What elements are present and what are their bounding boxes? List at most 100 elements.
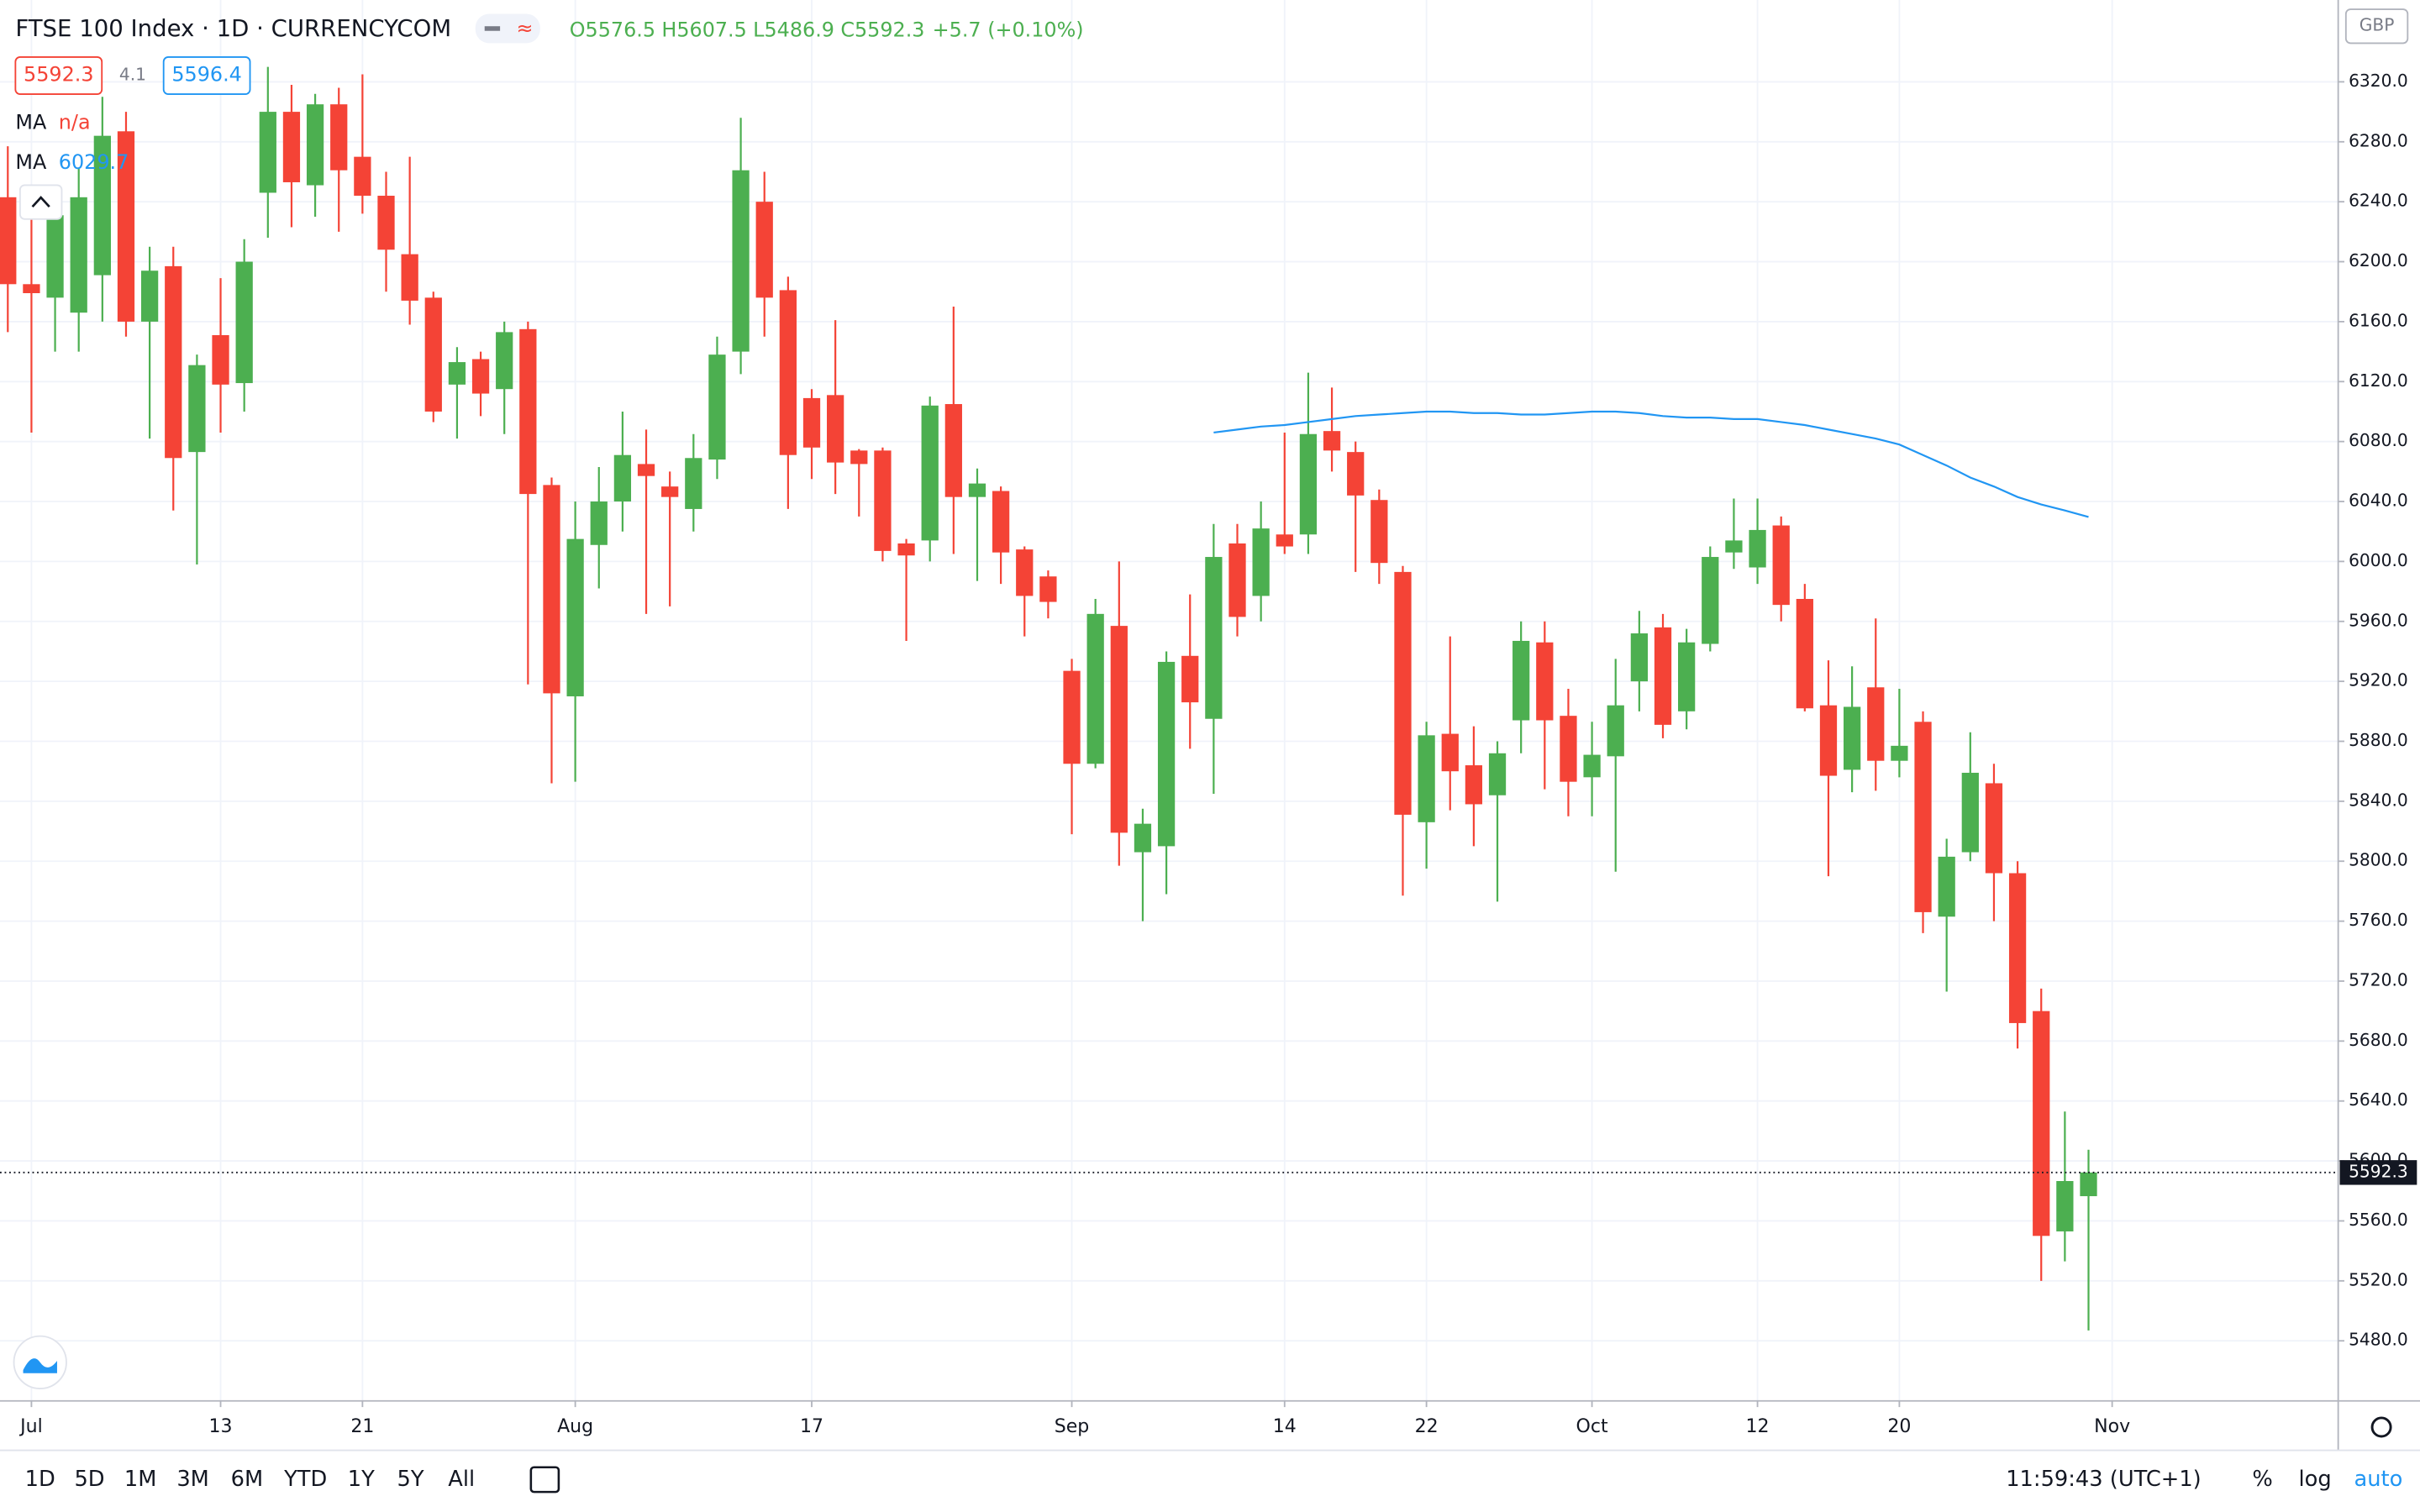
range-button[interactable]: 1D (25, 1467, 55, 1492)
candle-body (968, 483, 986, 497)
icon (23, 1358, 57, 1373)
range-button[interactable]: 1Y (348, 1467, 375, 1492)
candle-body (1418, 735, 1435, 822)
buy-button[interactable] (162, 56, 251, 95)
date-range-button[interactable] (529, 1466, 560, 1494)
candle-body (259, 112, 276, 193)
indicator-value: 6029.7 (59, 150, 129, 174)
percent-toggle[interactable]: % (2252, 1467, 2272, 1492)
candle-body (1702, 557, 1719, 644)
currency-box (2344, 8, 2409, 45)
candle-body (637, 464, 655, 476)
x-tick-label: 14 (1273, 1416, 1297, 1437)
toolbar: 1D 5D 1M 3M 6M YTD 1Y 5Y All (25, 1467, 475, 1492)
y-tick-label: 5680.0 (2349, 1030, 2408, 1050)
candle-body (117, 131, 135, 322)
candle-body (282, 112, 301, 182)
collapse-button[interactable] (18, 184, 63, 220)
candle-body (1985, 783, 2003, 874)
auto-toggle[interactable]: auto (2354, 1467, 2402, 1492)
candle-body (140, 270, 159, 322)
candle-body (330, 104, 348, 171)
close-value: 5592.3 (855, 18, 925, 41)
candle-body (992, 491, 1010, 553)
price-tag-label: 5592.3 (2349, 1161, 2408, 1181)
y-tick-label: 5560.0 (2349, 1210, 2408, 1230)
ohlc-legend: O5576.5 H5607.5 L5486.9 C5592.3 +5.7 (+0.10%… (570, 18, 1084, 41)
plot (0, 66, 2338, 1331)
sell-button[interactable] (14, 56, 103, 95)
candle-body (1063, 670, 1081, 764)
candle-body (661, 486, 679, 497)
range-button[interactable]: 3M (176, 1467, 209, 1492)
log-toggle[interactable]: log (2299, 1467, 2332, 1492)
range-button[interactable]: 5D (74, 1467, 104, 1492)
candle-body (1086, 613, 1104, 764)
candle-body (566, 538, 584, 696)
range-button[interactable]: 5Y (397, 1467, 424, 1492)
candle-body (1299, 433, 1318, 535)
candle-body (424, 297, 442, 412)
range-button[interactable]: YTD (283, 1467, 327, 1492)
settings-button[interactable] (2370, 1416, 2392, 1438)
candle-body (2008, 873, 2027, 1023)
label: H (661, 18, 676, 41)
candle-body (496, 332, 513, 390)
candle-body (23, 284, 40, 294)
candle-body (732, 170, 750, 352)
candle-body (401, 254, 418, 301)
x-tick-label: Sep (1055, 1416, 1090, 1437)
change: +5.7 (+0.10%) (933, 18, 1084, 41)
candle-body (897, 543, 915, 556)
candle-body (1512, 640, 1530, 721)
candle-body (1961, 772, 1979, 853)
chart-title: FTSE 100 Index · 1D · CURRENCYCOM (15, 15, 451, 42)
x-tick-label: 22 (1415, 1416, 1439, 1437)
candle-body (827, 395, 844, 463)
icon: ≈ (516, 16, 533, 39)
candle-body (1678, 642, 1696, 711)
candle-body (1016, 549, 1034, 596)
y-tick-label: 5760.0 (2349, 910, 2408, 930)
candle-body (1039, 576, 1057, 602)
candle-body (850, 450, 868, 465)
buy-price: 5596.4 (171, 63, 242, 87)
candle-body (1205, 557, 1223, 719)
open-value: 5576.5 (586, 18, 656, 41)
y-tick-label: 5520.0 (2349, 1269, 2408, 1289)
candle-body (1441, 733, 1459, 772)
candle-body (377, 196, 395, 250)
candle-body (921, 405, 939, 541)
y-tick-label: 5720.0 (2349, 969, 2408, 990)
candle-body (1607, 705, 1624, 757)
candle-body (212, 334, 229, 385)
candle-body (1914, 722, 1932, 912)
legend-toggle[interactable] (475, 13, 540, 44)
y-tick-label: 5640.0 (2349, 1089, 2408, 1110)
indicator-name: MA (15, 110, 47, 134)
x-tick-label: 21 (350, 1416, 374, 1437)
range-button[interactable]: 6M (231, 1467, 264, 1492)
candle-body (613, 454, 632, 502)
candle-body (1536, 642, 1554, 721)
candle-body (1843, 706, 1861, 770)
candle-body (1891, 745, 1908, 761)
candle-body (1370, 500, 1388, 564)
candle-body (1488, 753, 1507, 795)
range-button[interactable]: All (448, 1467, 475, 1492)
y-tick-label: 6320.0 (2349, 71, 2408, 91)
y-tick-label: 6080.0 (2349, 430, 2408, 450)
candle-body (944, 404, 962, 497)
candle-body (471, 359, 490, 394)
candle-body (354, 156, 371, 197)
y-tick-label: 5920.0 (2349, 670, 2408, 690)
range-button[interactable]: 1M (124, 1467, 157, 1492)
x-tick-label: 17 (800, 1416, 823, 1437)
indicator-name: MA (15, 150, 47, 174)
y-tick-label: 6200.0 (2349, 250, 2408, 270)
candle-body (2080, 1172, 2097, 1197)
y-tick-label: 6160.0 (2349, 310, 2408, 330)
